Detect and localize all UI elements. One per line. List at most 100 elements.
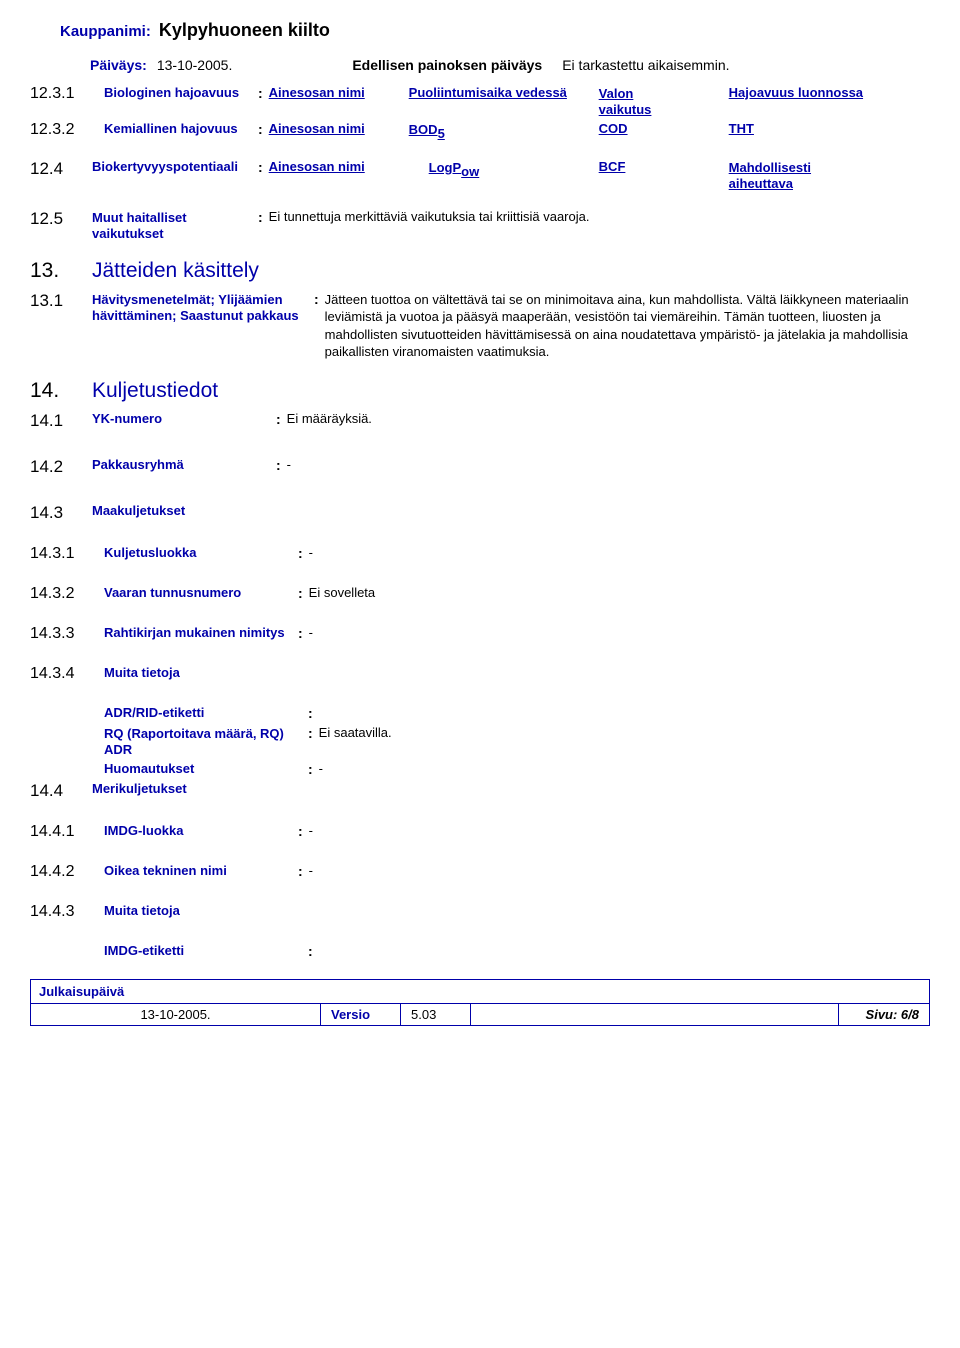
section-num: 14.3.2	[30, 585, 104, 603]
col-2: LogPow	[429, 159, 599, 179]
section-num: 14.1	[30, 411, 92, 431]
item-label: RQ (Raportoitava määrä, RQ) ADR	[104, 725, 304, 757]
item-label: YK-numero	[92, 411, 272, 426]
colon: :	[308, 943, 313, 959]
row-12-5: 12.5 Muut haitalliset vaikutukset : Ei t…	[30, 209, 930, 241]
footer-title: Julkaisupäivä	[31, 980, 929, 1003]
col-3: COD	[599, 121, 729, 136]
item-label: Biokertyvyyspotentiaali	[92, 159, 254, 174]
value: Ei sovelleta	[309, 585, 375, 600]
item-label: ADR/RID-etiketti	[104, 705, 304, 720]
row-14-4: 14.4 Merikuljetukset	[30, 781, 930, 801]
item-label: Kemiallinen hajovuus	[104, 121, 254, 136]
section-13-head: 13. Jätteiden käsittely	[30, 259, 930, 283]
row-14-4-2: 14.4.2 Oikea tekninen nimi : -	[30, 863, 930, 881]
row-14-3: 14.3 Maakuljetukset	[30, 503, 930, 523]
value: Ei määräyksiä.	[287, 411, 372, 426]
date-value: 13-10-2005.	[157, 57, 233, 73]
colon: :	[276, 457, 281, 473]
colon: :	[314, 291, 319, 307]
section-title: Kuljetustiedot	[92, 379, 218, 403]
prev-print-value: Ei tarkastettu aikaisemmin.	[562, 57, 729, 73]
colon: :	[298, 625, 303, 641]
section-num: 14.4.3	[30, 903, 104, 921]
col-1: Ainesosan nimi	[269, 159, 429, 174]
section-14-head: 14. Kuljetustiedot	[30, 379, 930, 403]
item-label: Rahtikirjan mukainen nimitys	[104, 625, 294, 640]
trade-name-label: Kauppanimi:	[60, 23, 151, 40]
section-num: 12.3.1	[30, 85, 104, 103]
row-13-1: 13.1 Hävitysmenetelmät; Ylijäämien hävit…	[30, 291, 930, 361]
row-14-3-3: 14.3.3 Rahtikirjan mukainen nimitys : -	[30, 625, 930, 643]
item-label: Hävitysmenetelmät; Ylijäämien hävittämin…	[92, 291, 310, 323]
date-label: Päiväys:	[90, 57, 147, 73]
value: -	[319, 761, 323, 776]
value: -	[309, 823, 313, 838]
colon: :	[258, 121, 263, 137]
item-label: Huomautukset	[104, 761, 304, 776]
value: -	[309, 545, 313, 560]
prev-print-label: Edellisen painoksen päiväys	[352, 57, 542, 73]
item-label: Muut haitalliset vaikutukset	[92, 209, 254, 241]
item-label: Maakuljetukset	[92, 503, 185, 518]
date-row: Päiväys: 13-10-2005. Edellisen painoksen…	[90, 57, 930, 73]
colon: :	[298, 823, 303, 839]
footer-box: Julkaisupäivä 13-10-2005. Versio 5.03 Si…	[30, 979, 930, 1026]
section-num: 13.1	[30, 291, 92, 311]
item-label: IMDG-etiketti	[104, 943, 304, 958]
colon: :	[298, 863, 303, 879]
footer-spacer	[471, 1004, 839, 1025]
colon: :	[276, 411, 281, 427]
row-12-3-2: 12.3.2 Kemiallinen hajovuus : Ainesosan …	[30, 121, 930, 141]
section-num: 12.5	[30, 209, 92, 229]
row-rq: RQ (Raportoitava määrä, RQ) ADR : Ei saa…	[104, 725, 930, 757]
col-1: Ainesosan nimi	[269, 85, 409, 100]
section-num: 14.	[30, 379, 92, 403]
item-label: Pakkausryhmä	[92, 457, 272, 472]
colon: :	[258, 85, 263, 101]
colon: :	[308, 705, 313, 721]
footer-page: Sivu: 6/8	[839, 1004, 929, 1025]
col-4: Hajoavuus luonnossa	[729, 85, 863, 100]
colon: :	[258, 209, 263, 225]
row-14-2: 14.2 Pakkausryhmä : -	[30, 457, 930, 477]
item-label: IMDG-luokka	[104, 823, 294, 838]
value: Ei tunnettuja merkittäviä vaikutuksia ta…	[269, 209, 590, 224]
value: -	[309, 863, 313, 878]
footer-row: 13-10-2005. Versio 5.03 Sivu: 6/8	[31, 1003, 929, 1025]
row-14-3-4: 14.3.4 Muita tietoja	[30, 665, 930, 683]
footer-date: 13-10-2005.	[31, 1004, 321, 1025]
colon: :	[308, 761, 313, 777]
section-num: 14.4.2	[30, 863, 104, 881]
section-title: Jätteiden käsittely	[92, 259, 259, 283]
item-label: Merikuljetukset	[92, 781, 187, 796]
col-2: Puoliintumisaika vedessä	[409, 85, 599, 100]
item-label: Biologinen hajoavuus	[104, 85, 254, 100]
row-14-1: 14.1 YK-numero : Ei määräyksiä.	[30, 411, 930, 431]
footer-version-value: 5.03	[401, 1004, 471, 1025]
section-num: 13.	[30, 259, 92, 283]
trade-name-value: Kylpyhuoneen kiilto	[159, 20, 330, 41]
section-num: 14.3.4	[30, 665, 104, 683]
item-label: Oikea tekninen nimi	[104, 863, 294, 878]
col-4: Mahdollisesti aiheuttava	[729, 159, 811, 191]
value: -	[287, 457, 291, 472]
section-num: 12.3.2	[30, 121, 104, 139]
row-14-4-1: 14.4.1 IMDG-luokka : -	[30, 823, 930, 841]
colon: :	[298, 585, 303, 601]
colon: :	[258, 159, 263, 175]
section-num: 14.4.1	[30, 823, 104, 841]
row-14-3-1: 14.3.1 Kuljetusluokka : -	[30, 545, 930, 563]
col-2: BOD5	[409, 121, 599, 141]
col-3: Valon vaikutus	[599, 85, 729, 117]
col-3: BCF	[599, 159, 729, 174]
colon: :	[308, 725, 313, 741]
col-1: Ainesosan nimi	[269, 121, 409, 136]
section-num: 14.4	[30, 781, 92, 801]
section-num: 12.4	[30, 159, 92, 179]
section-num: 14.3.1	[30, 545, 104, 563]
trade-name-row: Kauppanimi: Kylpyhuoneen kiilto	[30, 20, 930, 41]
row-huom: Huomautukset : -	[104, 761, 930, 777]
item-label: Muita tietoja	[104, 665, 180, 680]
section-num: 14.3.3	[30, 625, 104, 643]
